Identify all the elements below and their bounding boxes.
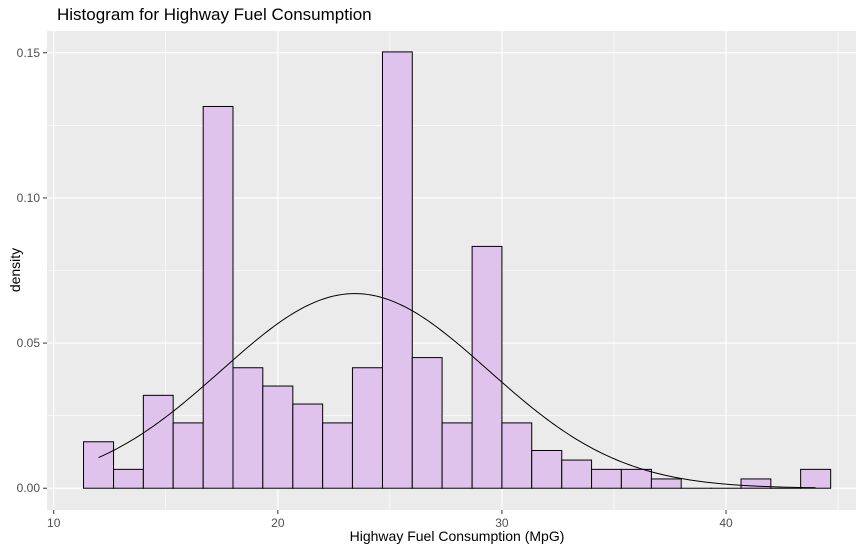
histogram-bar-7 — [262, 385, 294, 489]
x-tick-label: 10 — [47, 516, 61, 530]
chart-title: Histogram for Highway Fuel Consumption — [57, 5, 372, 24]
histogram-bar-1 — [83, 441, 115, 489]
histogram-bar-5 — [202, 105, 234, 489]
histogram-bar-17 — [561, 459, 593, 489]
density-curve — [98, 293, 816, 489]
y-axis: 0.00 0.05 0.10 0.15 — [17, 46, 47, 495]
y-axis-label: density — [7, 248, 23, 292]
histogram-bar-11 — [381, 51, 413, 489]
histogram-bar-10 — [351, 367, 383, 489]
histogram-bar-13 — [441, 422, 473, 489]
histogram-bar-2 — [113, 468, 144, 489]
x-tick-label: 30 — [495, 516, 509, 530]
histogram-bar-25 — [800, 468, 832, 489]
histogram-bar-20 — [650, 478, 682, 489]
histogram-bar-3 — [142, 394, 174, 489]
x-tick-label: 20 — [271, 516, 285, 530]
y-tick-label: 0.05 — [17, 336, 41, 350]
histogram-bar-8 — [292, 403, 324, 489]
x-tick-label: 40 — [719, 516, 733, 530]
histogram-bar-4 — [172, 422, 204, 489]
histogram-bar-15 — [501, 422, 533, 489]
x-axis: 10 20 30 40 — [47, 510, 733, 530]
y-tick-label: 0.00 — [17, 481, 41, 495]
histogram-bar-12 — [411, 357, 443, 489]
histogram-bars — [83, 51, 832, 489]
histogram-bar-19 — [620, 468, 652, 489]
histogram-bar-9 — [322, 422, 353, 489]
y-tick-label: 0.10 — [17, 191, 41, 205]
histogram-bar-18 — [591, 468, 622, 489]
histogram-bar-14 — [471, 245, 503, 489]
y-tick-label: 0.15 — [17, 46, 41, 60]
x-axis-label: Highway Fuel Consumption (MpG) — [350, 528, 565, 544]
histogram-bar-16 — [531, 449, 563, 489]
histogram-bar-23 — [740, 478, 772, 489]
histogram-bar-6 — [232, 367, 264, 489]
